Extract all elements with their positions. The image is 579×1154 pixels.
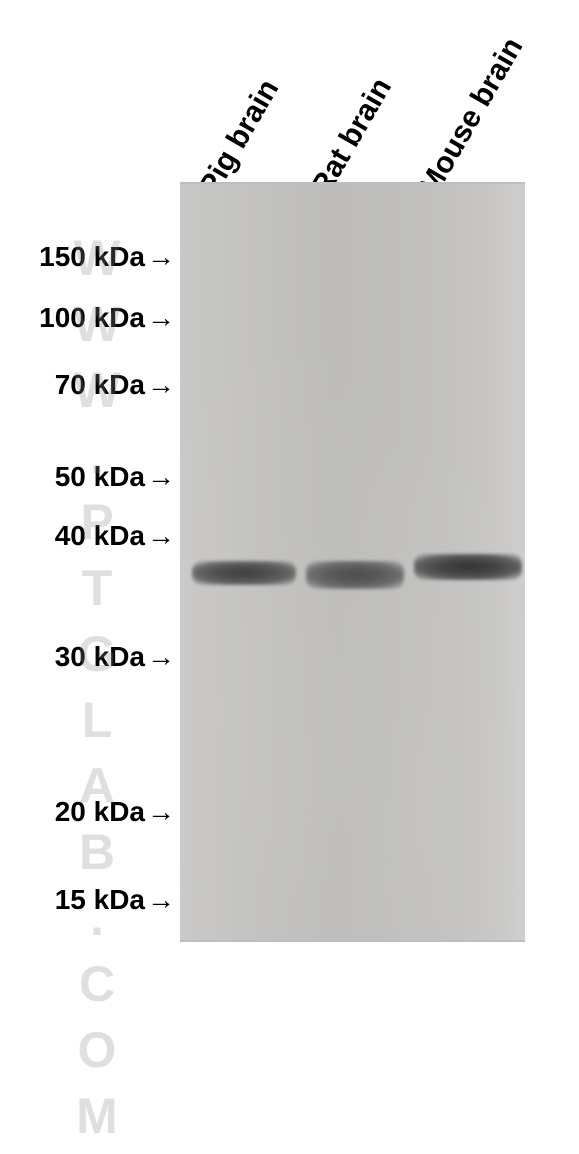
figure-container: Pig brain Rat brain Mouse brain 150 kDa→… <box>0 0 579 971</box>
marker-15: 15 kDa→ <box>55 884 175 916</box>
arrow-icon: → <box>147 641 175 673</box>
band-pig <box>192 561 296 585</box>
band-mouse <box>414 554 522 580</box>
marker-40: 40 kDa→ <box>55 520 175 552</box>
arrow-icon: → <box>147 241 175 273</box>
arrow-icon: → <box>147 461 175 493</box>
lane-label-mouse: Mouse brain <box>413 32 531 202</box>
arrow-icon: → <box>147 520 175 552</box>
marker-100: 100 kDa→ <box>39 302 175 334</box>
marker-label: 100 kDa <box>39 302 145 333</box>
marker-label: 30 kDa <box>55 641 145 672</box>
marker-20: 20 kDa→ <box>55 796 175 828</box>
marker-column: 150 kDa→ 100 kDa→ 70 kDa→ 50 kDa→ 40 kDa… <box>0 0 175 971</box>
marker-label: 15 kDa <box>55 884 145 915</box>
arrow-icon: → <box>147 796 175 828</box>
marker-label: 50 kDa <box>55 461 145 492</box>
marker-150: 150 kDa→ <box>39 241 175 273</box>
marker-50: 50 kDa→ <box>55 461 175 493</box>
marker-label: 20 kDa <box>55 796 145 827</box>
marker-70: 70 kDa→ <box>55 369 175 401</box>
marker-label: 40 kDa <box>55 520 145 551</box>
arrow-icon: → <box>147 302 175 334</box>
arrow-icon: → <box>147 369 175 401</box>
marker-30: 30 kDa→ <box>55 641 175 673</box>
marker-label: 150 kDa <box>39 241 145 272</box>
marker-label: 70 kDa <box>55 369 145 400</box>
blot-membrane <box>180 182 525 942</box>
band-rat <box>306 561 404 589</box>
arrow-icon: → <box>147 884 175 916</box>
